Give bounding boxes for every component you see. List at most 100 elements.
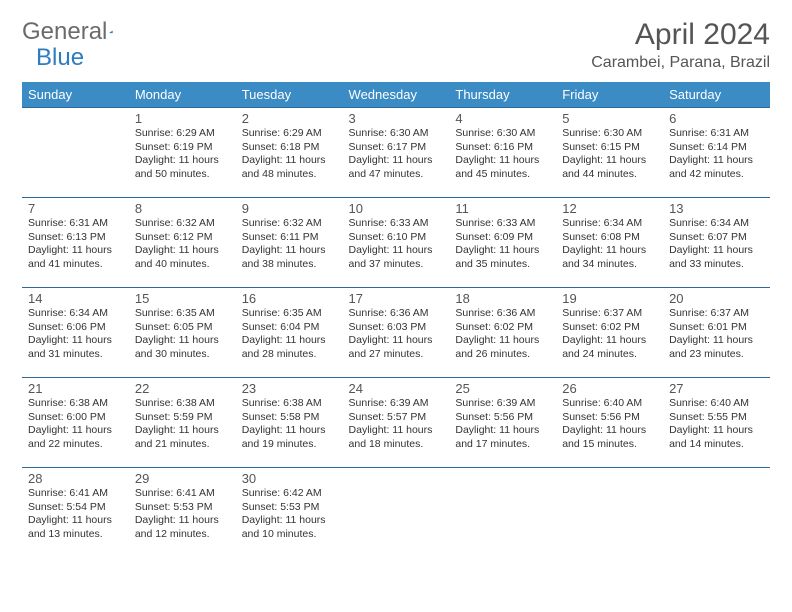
day-number: 16 (242, 291, 337, 306)
day-details: Sunrise: 6:35 AMSunset: 6:04 PMDaylight:… (242, 307, 337, 362)
calendar-day-cell: 18Sunrise: 6:36 AMSunset: 6:02 PMDayligh… (449, 288, 556, 378)
day-details: Sunrise: 6:40 AMSunset: 5:56 PMDaylight:… (562, 397, 657, 452)
day-number: 8 (135, 201, 230, 216)
day-details: Sunrise: 6:35 AMSunset: 6:05 PMDaylight:… (135, 307, 230, 362)
calendar-day-cell: 20Sunrise: 6:37 AMSunset: 6:01 PMDayligh… (663, 288, 770, 378)
day-number: 1 (135, 111, 230, 126)
day-number: 18 (455, 291, 550, 306)
calendar-day-cell: 8Sunrise: 6:32 AMSunset: 6:12 PMDaylight… (129, 198, 236, 288)
calendar-day-cell: 6Sunrise: 6:31 AMSunset: 6:14 PMDaylight… (663, 108, 770, 198)
calendar-day-cell: 12Sunrise: 6:34 AMSunset: 6:08 PMDayligh… (556, 198, 663, 288)
calendar-day-cell: 4Sunrise: 6:30 AMSunset: 6:16 PMDaylight… (449, 108, 556, 198)
day-details: Sunrise: 6:41 AMSunset: 5:53 PMDaylight:… (135, 487, 230, 542)
weekday-header-row: SundayMondayTuesdayWednesdayThursdayFrid… (22, 82, 770, 108)
header: General April 2024 Carambei, Parana, Bra… (22, 18, 770, 72)
day-number: 7 (28, 201, 123, 216)
day-number: 6 (669, 111, 764, 126)
calendar-week-row: 14Sunrise: 6:34 AMSunset: 6:06 PMDayligh… (22, 288, 770, 378)
day-number: 5 (562, 111, 657, 126)
location-text: Carambei, Parana, Brazil (591, 54, 770, 72)
day-details: Sunrise: 6:38 AMSunset: 5:58 PMDaylight:… (242, 397, 337, 452)
calendar-week-row: 21Sunrise: 6:38 AMSunset: 6:00 PMDayligh… (22, 378, 770, 468)
day-details: Sunrise: 6:32 AMSunset: 6:11 PMDaylight:… (242, 217, 337, 272)
day-number: 25 (455, 381, 550, 396)
day-details: Sunrise: 6:31 AMSunset: 6:13 PMDaylight:… (28, 217, 123, 272)
calendar-day-cell: 11Sunrise: 6:33 AMSunset: 6:09 PMDayligh… (449, 198, 556, 288)
logo-triangle-icon (109, 23, 113, 41)
calendar-day-cell: 3Sunrise: 6:30 AMSunset: 6:17 PMDaylight… (343, 108, 450, 198)
day-number: 4 (455, 111, 550, 126)
day-details: Sunrise: 6:36 AMSunset: 6:02 PMDaylight:… (455, 307, 550, 362)
day-details: Sunrise: 6:38 AMSunset: 5:59 PMDaylight:… (135, 397, 230, 452)
day-number: 24 (349, 381, 444, 396)
weekday-header: Tuesday (236, 82, 343, 108)
calendar-day-cell: 16Sunrise: 6:35 AMSunset: 6:04 PMDayligh… (236, 288, 343, 378)
day-details: Sunrise: 6:29 AMSunset: 6:18 PMDaylight:… (242, 127, 337, 182)
day-details: Sunrise: 6:32 AMSunset: 6:12 PMDaylight:… (135, 217, 230, 272)
day-number: 19 (562, 291, 657, 306)
logo-text-first: General (22, 18, 107, 46)
calendar-day-cell: 2Sunrise: 6:29 AMSunset: 6:18 PMDaylight… (236, 108, 343, 198)
calendar-day-cell: 5Sunrise: 6:30 AMSunset: 6:15 PMDaylight… (556, 108, 663, 198)
calendar-day-cell: 23Sunrise: 6:38 AMSunset: 5:58 PMDayligh… (236, 378, 343, 468)
calendar-day-cell: 15Sunrise: 6:35 AMSunset: 6:05 PMDayligh… (129, 288, 236, 378)
day-number: 20 (669, 291, 764, 306)
calendar-empty-cell (22, 108, 129, 198)
day-number: 14 (28, 291, 123, 306)
weekday-header: Sunday (22, 82, 129, 108)
day-details: Sunrise: 6:37 AMSunset: 6:01 PMDaylight:… (669, 307, 764, 362)
calendar-day-cell: 26Sunrise: 6:40 AMSunset: 5:56 PMDayligh… (556, 378, 663, 468)
calendar-table: SundayMondayTuesdayWednesdayThursdayFrid… (22, 82, 770, 558)
calendar-day-cell: 25Sunrise: 6:39 AMSunset: 5:56 PMDayligh… (449, 378, 556, 468)
day-number: 23 (242, 381, 337, 396)
day-number: 21 (28, 381, 123, 396)
day-details: Sunrise: 6:39 AMSunset: 5:57 PMDaylight:… (349, 397, 444, 452)
day-details: Sunrise: 6:29 AMSunset: 6:19 PMDaylight:… (135, 127, 230, 182)
calendar-day-cell: 22Sunrise: 6:38 AMSunset: 5:59 PMDayligh… (129, 378, 236, 468)
day-number: 13 (669, 201, 764, 216)
calendar-week-row: 28Sunrise: 6:41 AMSunset: 5:54 PMDayligh… (22, 468, 770, 558)
calendar-day-cell: 21Sunrise: 6:38 AMSunset: 6:00 PMDayligh… (22, 378, 129, 468)
day-number: 30 (242, 471, 337, 486)
calendar-day-cell: 14Sunrise: 6:34 AMSunset: 6:06 PMDayligh… (22, 288, 129, 378)
weekday-header: Friday (556, 82, 663, 108)
calendar-day-cell: 7Sunrise: 6:31 AMSunset: 6:13 PMDaylight… (22, 198, 129, 288)
day-details: Sunrise: 6:33 AMSunset: 6:09 PMDaylight:… (455, 217, 550, 272)
calendar-day-cell: 29Sunrise: 6:41 AMSunset: 5:53 PMDayligh… (129, 468, 236, 558)
day-number: 12 (562, 201, 657, 216)
day-number: 29 (135, 471, 230, 486)
calendar-day-cell: 27Sunrise: 6:40 AMSunset: 5:55 PMDayligh… (663, 378, 770, 468)
day-number: 22 (135, 381, 230, 396)
weekday-header: Monday (129, 82, 236, 108)
calendar-day-cell: 28Sunrise: 6:41 AMSunset: 5:54 PMDayligh… (22, 468, 129, 558)
day-number: 28 (28, 471, 123, 486)
day-details: Sunrise: 6:34 AMSunset: 6:08 PMDaylight:… (562, 217, 657, 272)
calendar-day-cell: 10Sunrise: 6:33 AMSunset: 6:10 PMDayligh… (343, 198, 450, 288)
calendar-day-cell: 19Sunrise: 6:37 AMSunset: 6:02 PMDayligh… (556, 288, 663, 378)
day-number: 26 (562, 381, 657, 396)
calendar-empty-cell (663, 468, 770, 558)
day-number: 10 (349, 201, 444, 216)
weekday-header: Saturday (663, 82, 770, 108)
weekday-header: Wednesday (343, 82, 450, 108)
calendar-empty-cell (343, 468, 450, 558)
day-details: Sunrise: 6:38 AMSunset: 6:00 PMDaylight:… (28, 397, 123, 452)
calendar-day-cell: 13Sunrise: 6:34 AMSunset: 6:07 PMDayligh… (663, 198, 770, 288)
day-details: Sunrise: 6:36 AMSunset: 6:03 PMDaylight:… (349, 307, 444, 362)
title-block: April 2024 Carambei, Parana, Brazil (591, 18, 770, 72)
day-details: Sunrise: 6:31 AMSunset: 6:14 PMDaylight:… (669, 127, 764, 182)
day-number: 9 (242, 201, 337, 216)
day-number: 15 (135, 291, 230, 306)
month-title: April 2024 (591, 18, 770, 52)
day-details: Sunrise: 6:37 AMSunset: 6:02 PMDaylight:… (562, 307, 657, 362)
day-number: 17 (349, 291, 444, 306)
day-number: 2 (242, 111, 337, 126)
logo-text-second: Blue (36, 44, 84, 72)
logo: General (22, 18, 131, 46)
day-details: Sunrise: 6:41 AMSunset: 5:54 PMDaylight:… (28, 487, 123, 542)
day-details: Sunrise: 6:34 AMSunset: 6:06 PMDaylight:… (28, 307, 123, 362)
day-details: Sunrise: 6:30 AMSunset: 6:17 PMDaylight:… (349, 127, 444, 182)
calendar-week-row: 1Sunrise: 6:29 AMSunset: 6:19 PMDaylight… (22, 108, 770, 198)
day-number: 27 (669, 381, 764, 396)
day-details: Sunrise: 6:39 AMSunset: 5:56 PMDaylight:… (455, 397, 550, 452)
